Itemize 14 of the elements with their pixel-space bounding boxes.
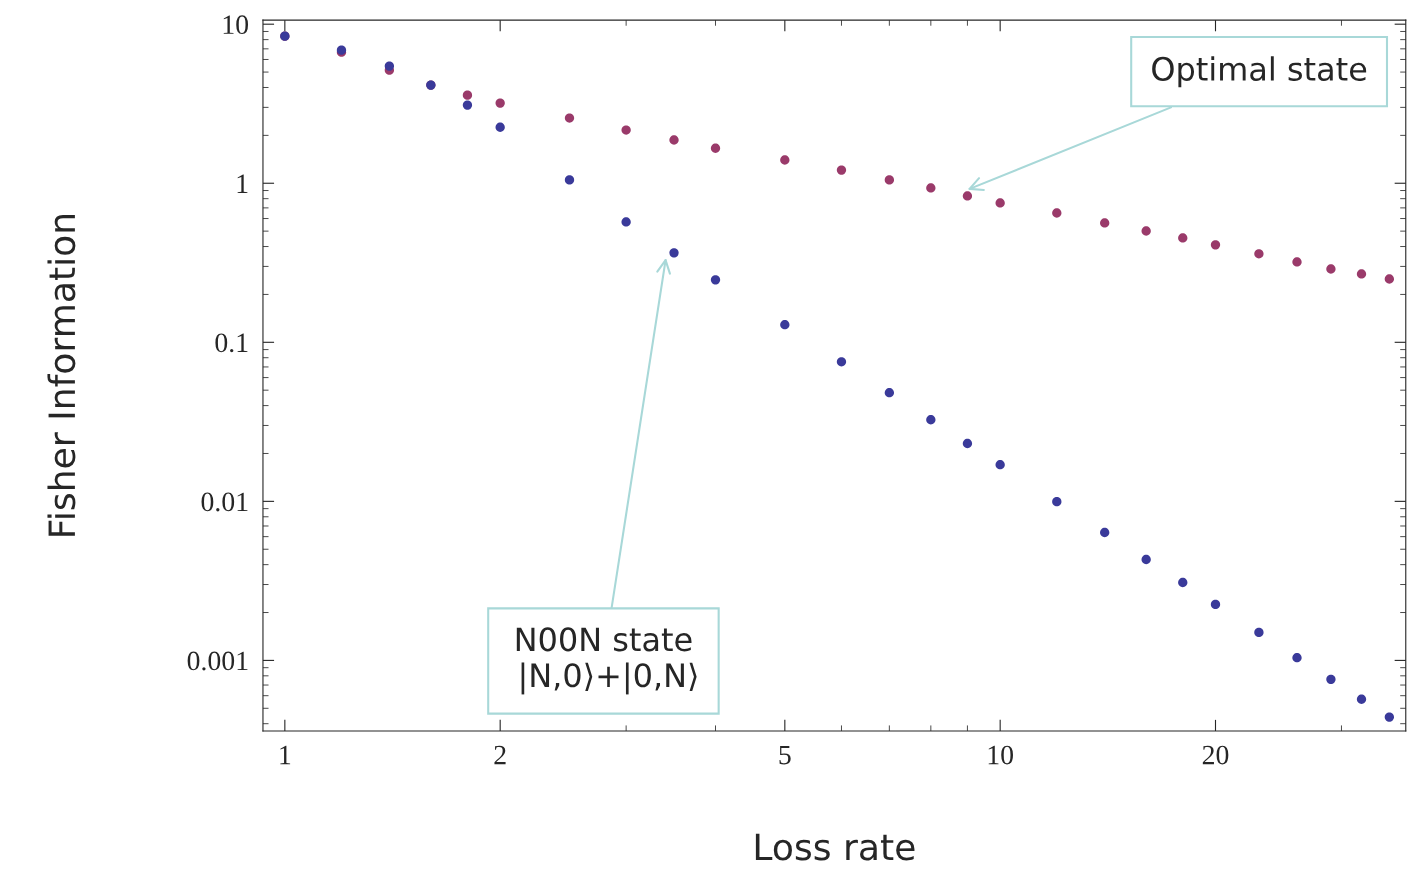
x-tick-label: 1: [280, 745, 291, 765]
x-tick-label: 20: [1202, 745, 1229, 765]
x-tick-label: 10: [988, 745, 1013, 765]
x-axis-title: Loss rate: [755, 833, 915, 861]
annotation: N00N state |N,0⟩+|0,N⟩: [516, 627, 697, 695]
y-axis-title: Fisher Information: [47, 214, 76, 536]
x-tick-label: 5: [779, 745, 791, 765]
y-tick-label: 0.1: [215, 333, 248, 353]
y-tick-label: 10: [223, 15, 249, 35]
y-tick-label: 0.01: [201, 492, 248, 512]
y-tick-label: 0.001: [187, 651, 248, 671]
x-tick-label: 2: [494, 745, 506, 765]
y-tick-label: 1: [237, 174, 248, 193]
annotation: Optimal state: [1152, 56, 1367, 88]
